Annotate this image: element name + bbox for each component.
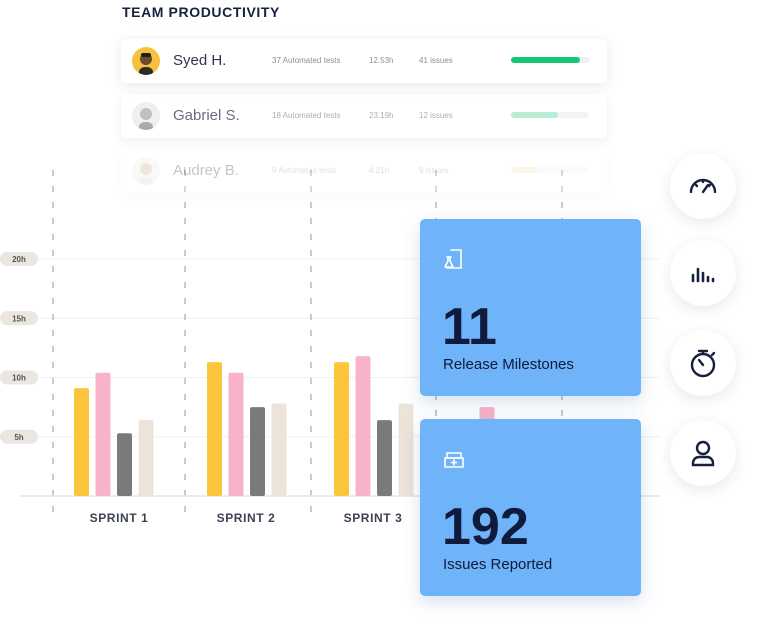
release-milestones-card[interactable]: 11 Release Milestones: [420, 219, 641, 396]
bar: [355, 356, 371, 496]
analytics-button[interactable]: [670, 240, 736, 306]
y-tick-pill: [0, 370, 38, 385]
bar-chart-icon: [691, 267, 715, 283]
y-tick-pill: [0, 252, 38, 266]
avatar: [132, 102, 160, 130]
issues-count: 9 issues: [419, 166, 449, 175]
member-name: Audrey B.: [173, 162, 239, 179]
avatar: [132, 157, 160, 185]
y-tick-label: 5h: [14, 433, 23, 442]
x-tick-label: SPRINT 2: [217, 511, 276, 525]
bar: [138, 420, 154, 496]
progress-bar: [511, 167, 589, 173]
speedometer-button[interactable]: [670, 153, 736, 219]
member-name: Gabriel S.: [173, 107, 240, 124]
y-tick-label: 10h: [12, 374, 26, 383]
team-row-gabriel[interactable]: Gabriel S. 18 Automated tests 23.19h 12 …: [121, 94, 607, 138]
bar: [117, 433, 132, 496]
automated-tests: 18 Automated tests: [272, 111, 341, 120]
issues-reported-card[interactable]: 192 Issues Reported: [420, 419, 641, 596]
bar: [334, 362, 349, 496]
automated-tests: 9 Automated tests: [272, 166, 337, 175]
issues-count: 12 issues: [419, 111, 453, 120]
issues-label: Issues Reported: [443, 556, 553, 573]
avatar: [132, 47, 160, 75]
first-aid-kit-icon: [444, 452, 464, 468]
hours: 23.19h: [369, 111, 394, 120]
bar: [271, 403, 287, 496]
issues-count: 41 issues: [419, 56, 453, 65]
bar: [74, 388, 89, 496]
x-tick-label: SPRINT 1: [90, 511, 149, 525]
bar: [250, 407, 265, 496]
user-icon: [691, 440, 715, 467]
milestones-value: 11: [442, 298, 497, 356]
lab-flask-icon: [444, 249, 462, 269]
hours: 4.21h: [369, 166, 390, 175]
milestones-label: Release Milestones: [443, 356, 574, 373]
progress-bar: [511, 112, 589, 118]
bar: [207, 362, 222, 496]
team-row-audrey[interactable]: Audrey B. 9 Automated tests 4.21h 9 issu…: [121, 149, 607, 193]
y-tick-label: 20h: [12, 255, 26, 264]
bar: [398, 403, 414, 496]
automated-tests: 37 Automated tests: [272, 56, 341, 65]
hours: 12.53h: [369, 56, 394, 65]
stopwatch-button[interactable]: [670, 330, 736, 396]
bar: [95, 372, 111, 496]
x-tick-label: SPRINT 3: [344, 511, 403, 525]
issues-value: 192: [442, 498, 529, 556]
progress-bar: [511, 57, 589, 63]
page-title: TEAM PRODUCTIVITY: [122, 4, 280, 20]
stopwatch-icon: [690, 349, 716, 378]
bar: [228, 372, 244, 496]
team-row-syed[interactable]: Syed H. 37 Automated tests 12.53h 41 iss…: [121, 39, 607, 83]
bar: [377, 420, 392, 496]
user-button[interactable]: [670, 420, 736, 486]
y-tick-pill: [0, 429, 38, 444]
member-name: Syed H.: [173, 52, 227, 69]
y-tick-pill: [0, 311, 38, 326]
y-tick-label: 15h: [12, 314, 26, 323]
speedometer-icon: [689, 178, 717, 194]
